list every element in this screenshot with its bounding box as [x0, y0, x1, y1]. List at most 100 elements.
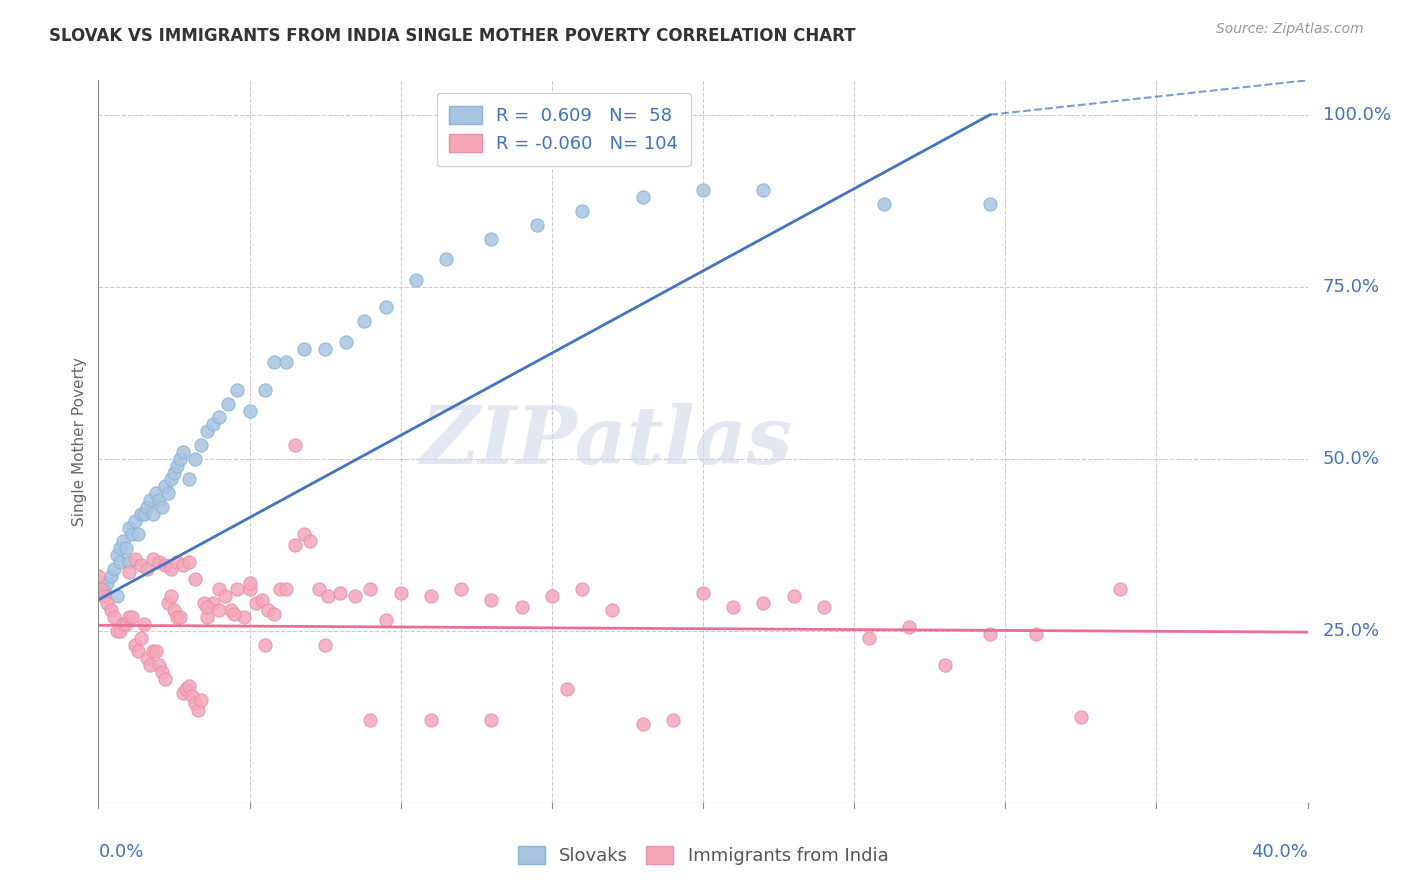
Point: [481, 231, 503, 245]
Point: [179, 555, 201, 569]
Point: [100, 603, 122, 617]
Point: [979, 627, 1001, 641]
Point: [360, 582, 382, 597]
Point: [179, 679, 201, 693]
Point: [181, 689, 204, 703]
Point: [145, 644, 167, 658]
Point: [90, 582, 112, 597]
Point: [145, 486, 167, 500]
Point: [195, 424, 218, 438]
Point: [195, 610, 218, 624]
Point: [100, 568, 122, 582]
Point: [132, 507, 155, 521]
Point: [163, 466, 186, 480]
Point: [87, 568, 110, 582]
Point: [250, 592, 273, 607]
Point: [142, 507, 165, 521]
Point: [360, 713, 382, 727]
Point: [184, 451, 207, 466]
Point: [344, 590, 367, 604]
Text: 0.0%: 0.0%: [98, 843, 143, 861]
Point: [166, 610, 188, 624]
Point: [208, 582, 231, 597]
Point: [208, 603, 231, 617]
Point: [90, 582, 112, 597]
Point: [571, 582, 593, 597]
Point: [111, 534, 134, 549]
Point: [114, 616, 136, 631]
Point: [156, 596, 179, 610]
Point: [153, 479, 176, 493]
Point: [208, 410, 231, 425]
Point: [481, 592, 503, 607]
Point: [193, 596, 215, 610]
Point: [184, 572, 207, 586]
Point: [118, 520, 141, 534]
Point: [374, 301, 396, 315]
Point: [284, 538, 307, 552]
Point: [150, 665, 173, 679]
Point: [156, 486, 179, 500]
Point: [1070, 710, 1092, 724]
Point: [217, 397, 239, 411]
Point: [256, 603, 278, 617]
Point: [226, 383, 249, 397]
Point: [96, 575, 118, 590]
Point: [221, 603, 243, 617]
Point: [121, 610, 143, 624]
Point: [202, 417, 225, 432]
Point: [172, 558, 194, 573]
Point: [263, 607, 285, 621]
Point: [139, 493, 162, 508]
Point: [166, 458, 188, 473]
Point: [783, 590, 806, 604]
Point: [1109, 582, 1132, 597]
Point: [723, 599, 745, 614]
Point: [108, 624, 131, 638]
Point: [121, 527, 143, 541]
Point: [239, 575, 262, 590]
Point: [172, 686, 194, 700]
Point: [190, 692, 212, 706]
Point: [526, 218, 548, 232]
Point: [114, 541, 136, 556]
Point: [602, 603, 624, 617]
Point: [118, 555, 141, 569]
Point: [129, 507, 152, 521]
Text: 75.0%: 75.0%: [1323, 277, 1379, 296]
Point: [420, 713, 443, 727]
Point: [232, 610, 254, 624]
Point: [93, 590, 115, 604]
Point: [105, 548, 128, 562]
Point: [93, 582, 115, 597]
Point: [172, 445, 194, 459]
Text: 50.0%: 50.0%: [1323, 450, 1379, 467]
Point: [135, 500, 157, 514]
Point: [129, 558, 152, 573]
Text: SLOVAK VS IMMIGRANTS FROM INDIA SINGLE MOTHER POVERTY CORRELATION CHART: SLOVAK VS IMMIGRANTS FROM INDIA SINGLE M…: [49, 27, 856, 45]
Point: [274, 582, 297, 597]
Text: 25.0%: 25.0%: [1323, 622, 1379, 640]
Point: [108, 555, 131, 569]
Point: [148, 555, 170, 569]
Text: 40.0%: 40.0%: [1251, 843, 1308, 861]
Legend: R =  0.609   N=  58, R = -0.060   N= 104: R = 0.609 N= 58, R = -0.060 N= 104: [437, 93, 692, 166]
Point: [253, 383, 276, 397]
Point: [314, 638, 336, 652]
Point: [934, 658, 956, 673]
Point: [142, 644, 165, 658]
Point: [631, 716, 654, 731]
Point: [316, 590, 339, 604]
Point: [103, 562, 125, 576]
Point: [329, 586, 352, 600]
Point: [169, 451, 191, 466]
Point: [308, 582, 330, 597]
Point: [540, 590, 562, 604]
Point: [284, 438, 307, 452]
Point: [118, 566, 141, 580]
Point: [1024, 627, 1046, 641]
Point: [692, 183, 714, 197]
Point: [118, 610, 141, 624]
Point: [148, 658, 170, 673]
Point: [111, 616, 134, 631]
